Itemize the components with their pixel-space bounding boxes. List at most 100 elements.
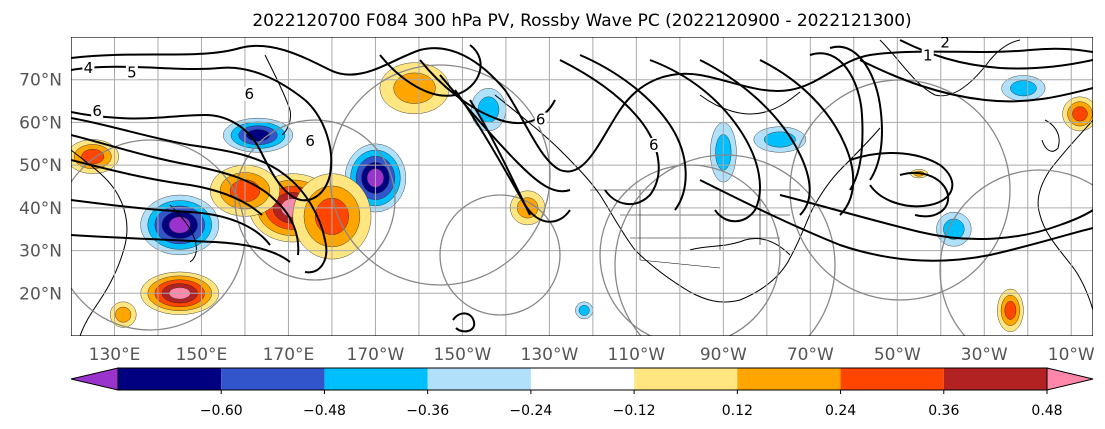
pv-contour xyxy=(899,171,950,218)
contour-label-bg xyxy=(91,103,104,118)
coastline-europe-africa xyxy=(1037,119,1093,311)
pv-contour xyxy=(759,59,855,216)
pv-anomaly-region xyxy=(393,72,436,104)
coastline-british-isles xyxy=(1041,119,1060,152)
contour-label: 6 xyxy=(92,102,102,120)
colorbar-segment xyxy=(427,368,531,390)
colorbar-tick-label: −0.60 xyxy=(200,403,243,419)
pv-contour xyxy=(649,59,761,223)
contour-labels: 4 5 6 6 6 6 6 12 xyxy=(82,34,952,154)
contour-label: 6 xyxy=(305,132,315,150)
pv-contour xyxy=(579,54,687,211)
colorbar-segment xyxy=(634,368,738,390)
contour-label: 6 xyxy=(245,85,255,103)
lat-tick-label: 40°N xyxy=(19,199,62,219)
wave-circle xyxy=(599,164,781,336)
coastline-hudson-bay xyxy=(699,91,801,115)
pv-contour xyxy=(829,45,883,181)
colorbar-segment xyxy=(737,368,841,390)
colorbar-segment xyxy=(221,368,325,390)
lon-tick-label: 90°W xyxy=(700,345,747,365)
coastline-north-america xyxy=(494,94,881,303)
pv-anomaly-region xyxy=(578,305,590,316)
lon-tick-label: 70°W xyxy=(787,345,834,365)
contour-label-bg xyxy=(82,61,95,76)
pv-anomaly-region xyxy=(1072,106,1088,122)
pv-contour xyxy=(699,179,1093,262)
pv-contour xyxy=(71,199,271,246)
pv-anomaly-region xyxy=(1010,80,1037,97)
lon-tick-label: 30°W xyxy=(961,345,1008,365)
wave-circle xyxy=(234,119,396,281)
contour-label-bg xyxy=(534,112,547,127)
contour-label: 1 xyxy=(923,46,933,64)
colorbar-segment xyxy=(840,368,944,390)
colorbar-segment xyxy=(118,368,222,390)
lon-tick-label: 150°W xyxy=(434,345,492,365)
pv-anomaly-region xyxy=(1004,301,1017,320)
wave-circle xyxy=(789,79,1011,301)
contour-label-bg xyxy=(647,138,660,153)
pv-contour xyxy=(809,52,864,191)
contour-label: 6 xyxy=(649,136,659,154)
lon-tick-label: 170°E xyxy=(263,345,315,365)
pv-contour xyxy=(469,99,531,216)
coastline-gulf xyxy=(689,238,791,256)
lon-tick-label: 110°W xyxy=(607,345,665,365)
colorbar-extend-high xyxy=(1046,367,1094,391)
pv-contour xyxy=(779,194,1093,241)
colorbar-tick-label: 0.36 xyxy=(928,403,959,419)
pv-anomaly-region xyxy=(115,306,132,323)
pv-contour xyxy=(71,117,328,274)
pv-contour xyxy=(71,65,333,202)
lat-tick-label: 60°N xyxy=(19,113,62,133)
lon-tick-label: 10°W xyxy=(1048,345,1095,365)
lat-tick-label: 20°N xyxy=(19,284,62,304)
colorbar: −0.60 −0.48 −0.36 −0.24 −0.12 0.12 0.24 0.36 0.4… xyxy=(70,367,1094,419)
lon-tick-label: 130°W xyxy=(521,345,579,365)
colorbar-extend-low xyxy=(70,367,119,391)
contour-label: 2 xyxy=(940,34,950,52)
pv-contour xyxy=(849,152,954,208)
pv-contour xyxy=(71,44,1093,173)
wave-circle xyxy=(614,154,836,336)
contour-label-bg xyxy=(921,48,934,63)
colorbar-segment xyxy=(324,368,428,390)
pv-contour xyxy=(71,234,291,263)
lat-tick-label: 50°N xyxy=(19,156,62,176)
lon-tick-label: 150°E xyxy=(176,345,228,365)
colorbar-tick-label: −0.36 xyxy=(406,403,449,419)
colorbar-tick-label: 0.48 xyxy=(1031,403,1062,419)
pv-contour xyxy=(71,134,300,256)
colorbar-segment xyxy=(943,368,1047,390)
longitude-axis: 130°E 150°E 170°E 170°W 150°W 130°W 110°W 90°W 7… xyxy=(89,345,1095,365)
coastlines xyxy=(71,39,1093,336)
wave-circle xyxy=(439,194,561,316)
colorbar-tick-label: −0.48 xyxy=(303,403,346,419)
wave-circle xyxy=(71,139,246,331)
contour-label-bg xyxy=(304,133,317,148)
wave-circle xyxy=(939,169,1093,336)
colorbar-tick-label: 0.12 xyxy=(722,403,753,419)
lon-tick-label: 170°W xyxy=(347,345,405,365)
pv-anomaly-region xyxy=(764,131,796,148)
pv-anomaly-region xyxy=(81,149,105,165)
contour-label: 4 xyxy=(84,59,94,77)
latitude-axis: 70°N 60°N 50°N 40°N 30°N 20°N xyxy=(19,71,62,305)
map-panel: 4 5 6 6 6 6 6 12 xyxy=(71,34,1093,336)
contour-label: 5 xyxy=(127,63,137,81)
contour-label: 6 xyxy=(536,110,546,128)
pv-contour xyxy=(71,159,263,216)
colorbar-frame xyxy=(117,367,1048,391)
pv-contour xyxy=(859,59,1093,103)
coastline-japan xyxy=(169,204,197,263)
lat-tick-label: 70°N xyxy=(19,71,62,91)
figure-title: 2022120700 F084 300 hPa PV, Rossby Wave … xyxy=(252,11,911,31)
coastline-kamchatka xyxy=(264,54,291,136)
coastline-greenland xyxy=(879,39,1021,97)
pv-contour xyxy=(699,59,811,216)
contour-label-bg xyxy=(125,65,138,80)
pv-contour xyxy=(452,312,476,333)
contour-label-bg xyxy=(243,86,256,101)
